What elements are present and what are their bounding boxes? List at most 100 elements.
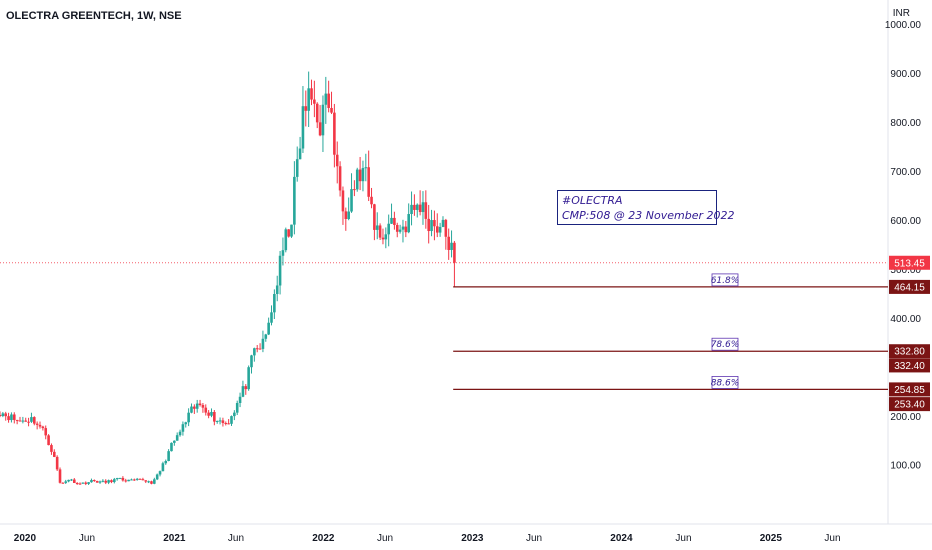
candle[interactable] [275,275,279,302]
candle[interactable] [113,477,116,484]
candle[interactable] [444,218,448,250]
candle[interactable] [184,421,188,428]
candle[interactable] [450,230,453,258]
candle[interactable] [293,161,296,235]
candle[interactable] [398,224,402,234]
candle[interactable] [67,479,70,483]
candle[interactable] [70,478,73,481]
candle[interactable] [107,479,110,485]
candle[interactable] [313,80,316,118]
candle[interactable] [281,237,285,266]
candle[interactable] [215,420,219,424]
candle[interactable] [270,305,273,326]
candle[interactable] [413,194,416,216]
candle[interactable] [355,167,359,192]
candle[interactable] [130,478,133,481]
candle[interactable] [213,410,216,426]
annotation-box[interactable]: #OLECTRA CMP:508 @ 23 November 2022 [557,190,735,225]
candle[interactable] [27,417,30,427]
candle[interactable] [198,399,202,407]
candle[interactable] [267,317,270,336]
candle[interactable] [321,95,325,152]
candle[interactable] [158,470,162,477]
candle[interactable] [147,480,150,484]
candle[interactable] [24,417,28,422]
candle[interactable] [135,477,139,481]
candle[interactable] [58,467,62,484]
candle[interactable] [298,136,302,160]
candle[interactable] [410,191,413,226]
candle[interactable] [350,173,353,213]
candle[interactable] [44,425,48,440]
candle[interactable] [118,477,122,479]
candle[interactable] [347,197,350,221]
candle[interactable] [375,212,379,240]
candle[interactable] [32,416,36,426]
candle[interactable] [84,481,88,486]
candle[interactable] [164,459,168,465]
candle[interactable] [61,482,65,484]
candle[interactable] [233,410,236,421]
fib-levels-group[interactable]: 61.8% 78.6% 88.6% [453,273,888,391]
candle[interactable] [187,408,190,427]
candle[interactable] [327,80,330,113]
candle[interactable] [170,442,173,452]
candle[interactable] [1,411,5,418]
candle[interactable] [395,222,399,238]
candle[interactable] [87,482,90,485]
candle[interactable] [415,203,419,218]
candle[interactable] [10,412,13,423]
candle[interactable] [55,455,59,472]
candle[interactable] [418,190,422,216]
candle[interactable] [133,478,136,481]
candle[interactable] [278,250,282,295]
candle[interactable] [193,404,196,414]
candle[interactable] [138,478,142,480]
candles-group[interactable] [0,71,456,486]
fib-level[interactable]: 78.6% [453,337,888,352]
candle[interactable] [175,432,179,441]
candle[interactable] [295,146,299,182]
candle[interactable] [367,150,370,202]
candle[interactable] [370,187,373,209]
candle[interactable] [144,480,148,484]
candle[interactable] [301,86,305,153]
candle[interactable] [4,411,8,421]
candle[interactable] [181,421,185,436]
price-axis[interactable]: 100.00200.00300.00400.00500.00600.00700.… [885,0,922,524]
time-axis[interactable]: 2020 Jun 2021 Jun 2022 Jun 2023 Jun 2024 Jun 2025 J… [0,523,932,544]
candle[interactable] [201,403,205,413]
candle[interactable] [110,479,113,484]
candle[interactable] [453,241,456,287]
candle[interactable] [324,76,328,124]
candle[interactable] [447,228,450,260]
candle[interactable] [284,227,288,253]
candle[interactable] [104,479,108,485]
candle[interactable] [387,214,390,247]
candle[interactable] [155,473,159,481]
candle[interactable] [121,476,125,482]
candle[interactable] [353,180,356,197]
candle[interactable] [41,425,45,431]
candle[interactable] [318,105,322,137]
candle[interactable] [30,412,33,423]
candle[interactable] [307,71,310,127]
candle[interactable] [18,416,22,422]
candle[interactable] [338,161,342,197]
candle[interactable] [227,419,230,425]
candle[interactable] [207,410,210,419]
candle[interactable] [315,102,319,129]
candle[interactable] [7,412,10,423]
candle[interactable] [364,153,368,182]
candle[interactable] [73,478,76,484]
candle[interactable] [238,392,242,408]
candle[interactable] [438,222,442,237]
candle[interactable] [421,191,425,225]
candle[interactable] [221,417,225,427]
candle[interactable] [153,477,156,485]
candle[interactable] [235,400,239,416]
candle[interactable] [333,103,336,168]
candle[interactable] [38,421,42,429]
candle[interactable] [64,479,68,484]
